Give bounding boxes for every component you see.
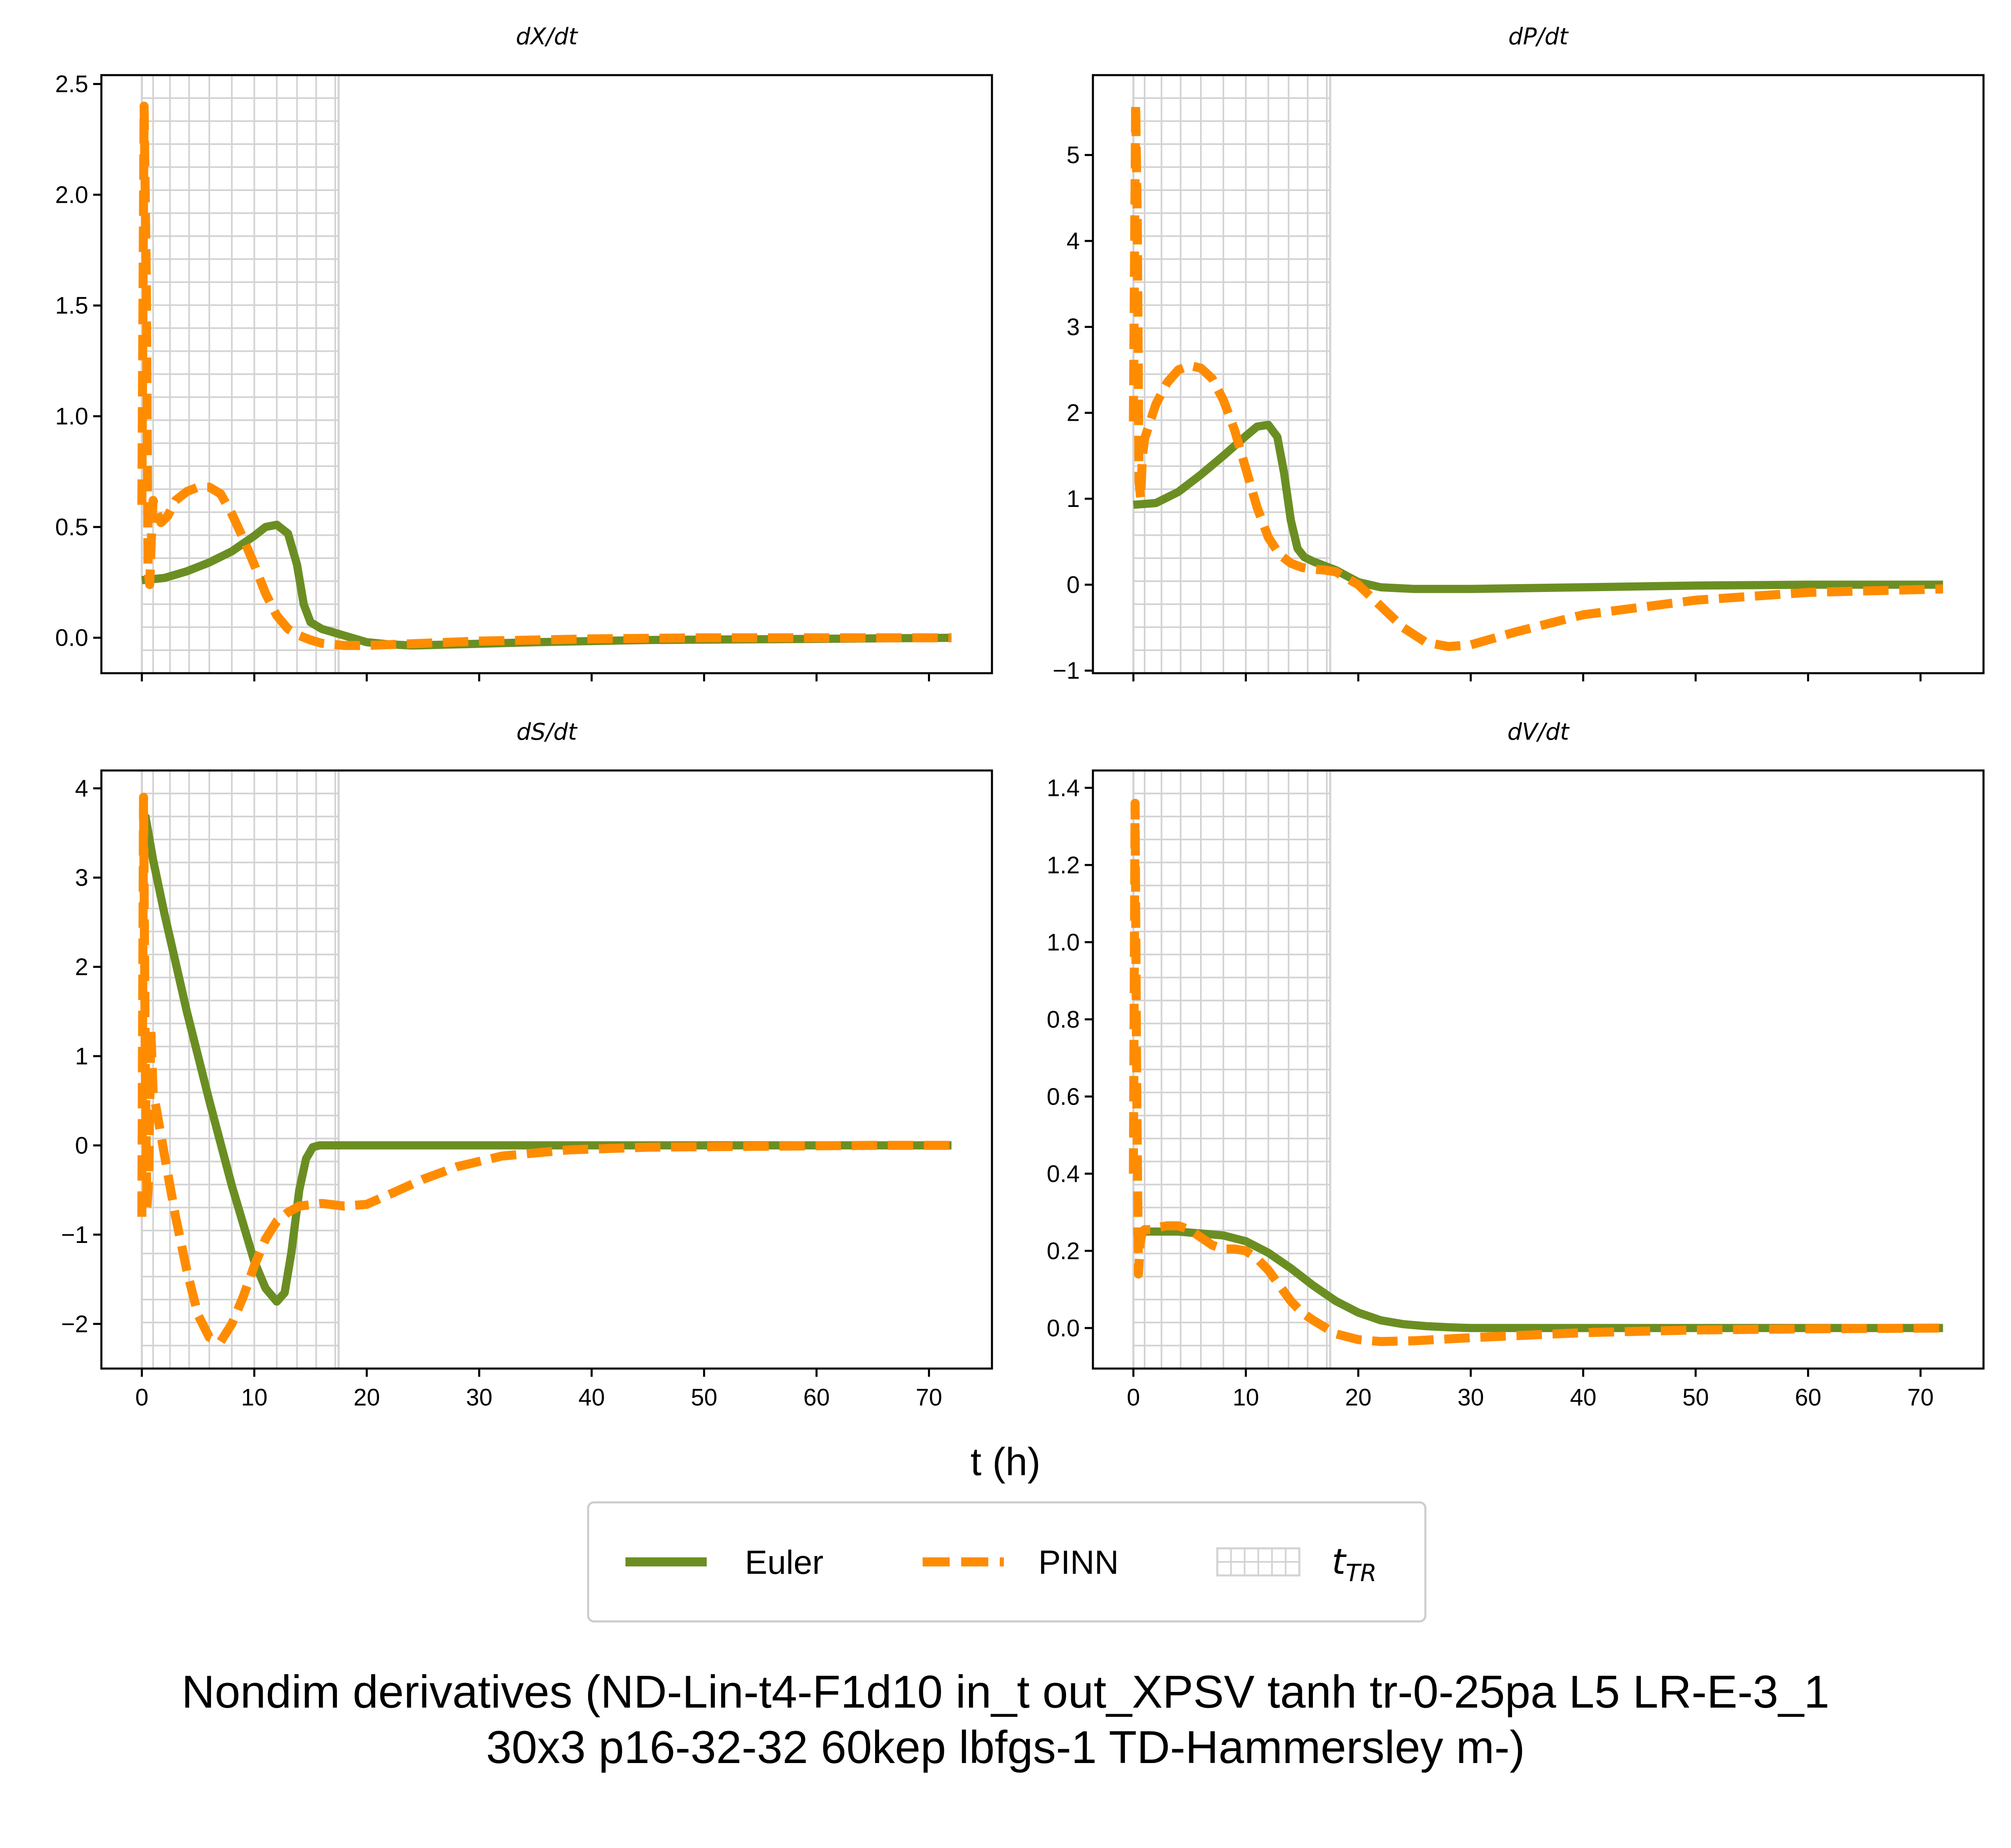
x-tick-label: 60 <box>1795 1384 1821 1411</box>
series-pinn <box>137 793 952 1346</box>
y-tick-label: −1 <box>1053 658 1080 684</box>
subplot-dx-dt: dX/dt 0.0 0.5 1.0 1.5 2.0 2.5 <box>55 23 993 681</box>
x-tick-label: 30 <box>466 1384 492 1411</box>
series-group <box>1129 99 1943 651</box>
legend-ttr-label: tTR <box>1332 1541 1377 1587</box>
y-tick-label: 1.4 <box>1047 775 1080 801</box>
x-tick-label: 20 <box>353 1384 380 1411</box>
x-tick-label: 30 <box>1457 1384 1484 1411</box>
y-tick-label: 0.5 <box>55 514 88 541</box>
y-tick-label: −1 <box>61 1222 88 1248</box>
ttr-region <box>1132 75 1331 673</box>
axes-frame <box>1092 769 1985 1370</box>
figure-suptitle-line-1: Nondim derivatives (ND-Lin-t4-F1d10 in_t… <box>181 1666 1829 1717</box>
y-tick-label: 1 <box>75 1043 88 1070</box>
legend-euler-label: Euler <box>745 1544 823 1581</box>
y-tick-label: 2.0 <box>55 181 88 208</box>
series-euler <box>1133 421 1943 593</box>
y-tick-label: 1.5 <box>55 292 88 319</box>
y-tick-label: 2 <box>1067 400 1080 426</box>
y-tick-label: 4 <box>1067 228 1080 255</box>
x-tick-label: 40 <box>578 1384 605 1411</box>
y-tick-label: 5 <box>1067 142 1080 169</box>
y-tick-label: 0 <box>1067 571 1080 598</box>
series-euler <box>1133 1227 1943 1332</box>
axes-frame <box>100 74 993 674</box>
subplot-dv-dt: dV/dt 0.0 0.2 0.4 0.6 0.8 1.0 1.2 1.4 0 10 20 30 40 5… <box>1047 719 1985 1411</box>
series-pinn <box>1129 798 1943 1346</box>
series-euler <box>141 814 952 1306</box>
x-tick-label: 20 <box>1345 1384 1372 1411</box>
legend-ttr-swatch <box>1216 1547 1301 1577</box>
ttr-region <box>141 770 340 1369</box>
y-tick-label: 2 <box>75 954 88 980</box>
x-tick-label: 10 <box>1232 1384 1259 1411</box>
legend-pinn-label: PINN <box>1038 1544 1119 1581</box>
series-pinn <box>1129 99 1943 651</box>
y-tick-label: 1.0 <box>1047 929 1080 956</box>
y-tick-label: 1 <box>1067 486 1080 512</box>
axes-frame <box>100 769 993 1370</box>
series-group <box>137 793 952 1346</box>
x-tick-label: 50 <box>691 1384 717 1411</box>
x-axis-label: t (h) <box>971 1440 1041 1484</box>
y-tick-label: 1.2 <box>1047 852 1080 878</box>
figure-suptitle-line-2: 30x3 p16-32-32 60kep lbfgs-1 TD-Hammersl… <box>486 1722 1525 1773</box>
x-tick-label: 50 <box>1682 1384 1709 1411</box>
subplot-title: dX/dt <box>516 23 578 50</box>
subplot-title: dP/dt <box>1508 23 1569 50</box>
subplot-dp-dt: dP/dt −1 0 1 2 3 4 5 <box>1053 23 1985 684</box>
y-tick-label: 0.0 <box>55 625 88 651</box>
axes-frame <box>1092 74 1985 674</box>
x-tick-label: 70 <box>916 1384 942 1411</box>
legend-frame <box>587 1501 1427 1623</box>
x-tick-label: 70 <box>1907 1384 1934 1411</box>
y-tick-label: 1.0 <box>55 403 88 430</box>
y-tick-label: 4 <box>75 775 88 802</box>
y-tick-label: 3 <box>1067 314 1080 340</box>
x-tick-label: 60 <box>803 1384 830 1411</box>
y-tick-label: 3 <box>75 864 88 891</box>
y-tick-label: 0.8 <box>1047 1006 1080 1033</box>
x-tick-label: 0 <box>1127 1384 1140 1411</box>
ttr-region <box>1132 770 1331 1369</box>
x-tick-label: 0 <box>135 1384 149 1411</box>
y-tick-label: 2.5 <box>55 71 88 98</box>
subplot-title: dV/dt <box>1507 719 1570 745</box>
series-group <box>137 101 952 650</box>
y-tick-label: 0.4 <box>1047 1160 1080 1187</box>
y-tick-label: 0.6 <box>1047 1083 1080 1110</box>
y-tick-label: 0.2 <box>1047 1238 1080 1264</box>
x-tick-label: 40 <box>1570 1384 1596 1411</box>
legend: Euler PINN tTR <box>587 1501 1427 1623</box>
subplot-title: dS/dt <box>516 719 578 745</box>
ttr-region <box>141 75 340 673</box>
y-tick-label: 0.0 <box>1047 1315 1080 1341</box>
series-group <box>1129 798 1943 1346</box>
series-pinn <box>137 101 952 650</box>
y-tick-label: −2 <box>61 1311 88 1337</box>
y-tick-label: 0 <box>75 1132 88 1159</box>
x-tick-label: 10 <box>241 1384 268 1411</box>
